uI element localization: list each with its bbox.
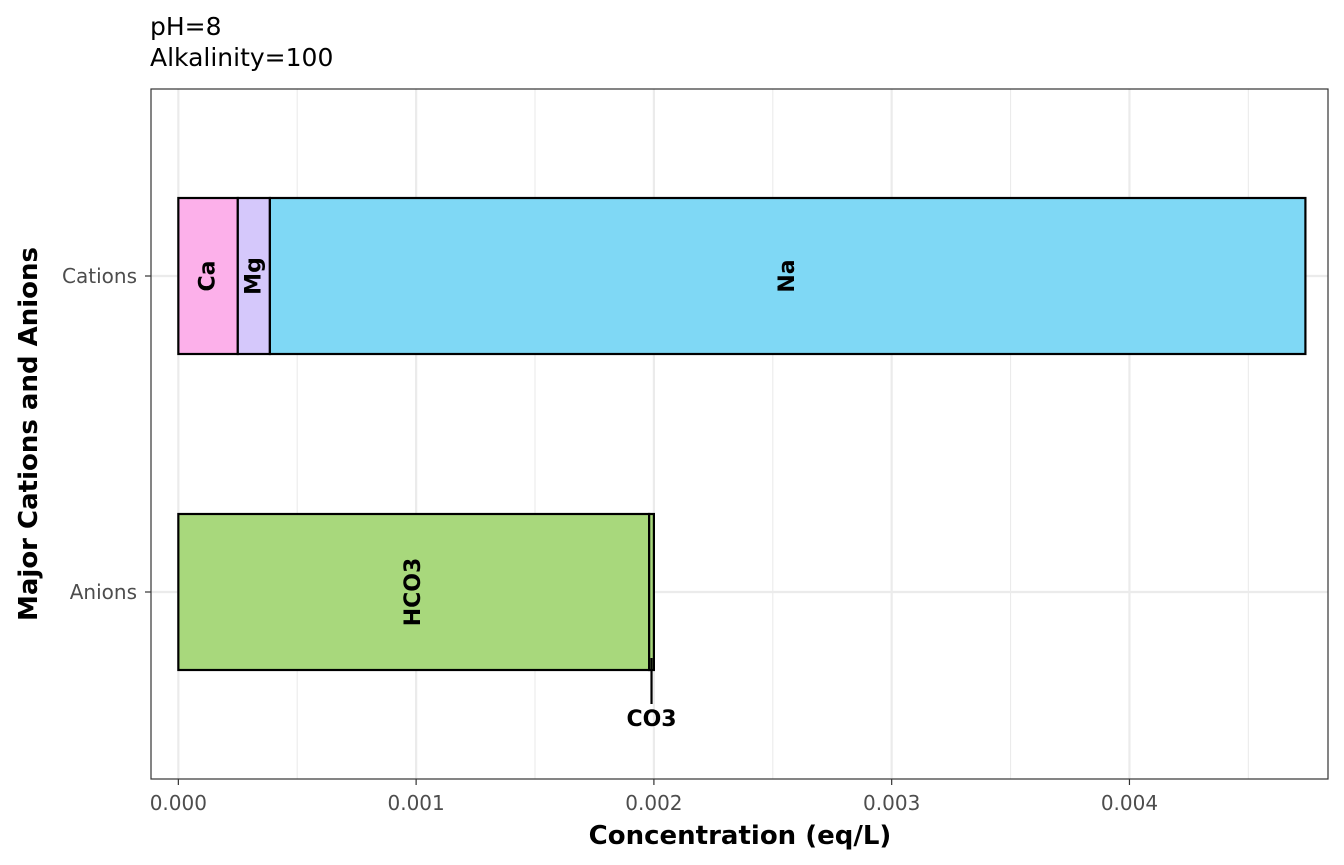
bar-segment-na <box>268 196 1307 356</box>
segment-label-mg: Mg <box>241 257 266 295</box>
chart-title-line-1: pH=8 <box>150 12 222 41</box>
segment-label-hco3: HCO3 <box>401 558 426 627</box>
bar-segment-co3 <box>648 512 656 672</box>
chart-title-line-2: Alkalinity=100 <box>150 43 333 72</box>
bar-segment-mg <box>236 196 271 356</box>
x-axis-title: Concentration (eq/L) <box>589 821 892 851</box>
x-tick-label: 0.004 <box>1101 791 1158 815</box>
segment-label-na: Na <box>775 259 800 292</box>
bar-segment-hco3 <box>177 512 651 672</box>
segment-labels: Ca Mg Na HCO3 CO3 <box>196 257 801 732</box>
x-tick-label: 0.001 <box>387 791 444 815</box>
y-axis: Cations Anions <box>62 264 151 604</box>
plot-border <box>150 88 1329 780</box>
x-tick-label: 0.003 <box>863 791 920 815</box>
plot-background <box>151 89 1328 779</box>
x-tick-label: 0.002 <box>625 791 682 815</box>
segment-label-ca: Ca <box>196 261 221 292</box>
bar-segment-ca <box>177 196 239 356</box>
y-tick-label-anions: Anions <box>70 580 137 604</box>
y-tick-label-cations: Cations <box>62 264 137 288</box>
x-tick-label: 0.000 <box>150 791 207 815</box>
y-axis-title: Major Cations and Anions <box>14 247 44 621</box>
segment-label-co3: CO3 <box>626 707 676 732</box>
x-axis: 0.000 0.001 0.002 0.003 0.004 <box>150 779 1158 815</box>
bars <box>177 196 1307 672</box>
